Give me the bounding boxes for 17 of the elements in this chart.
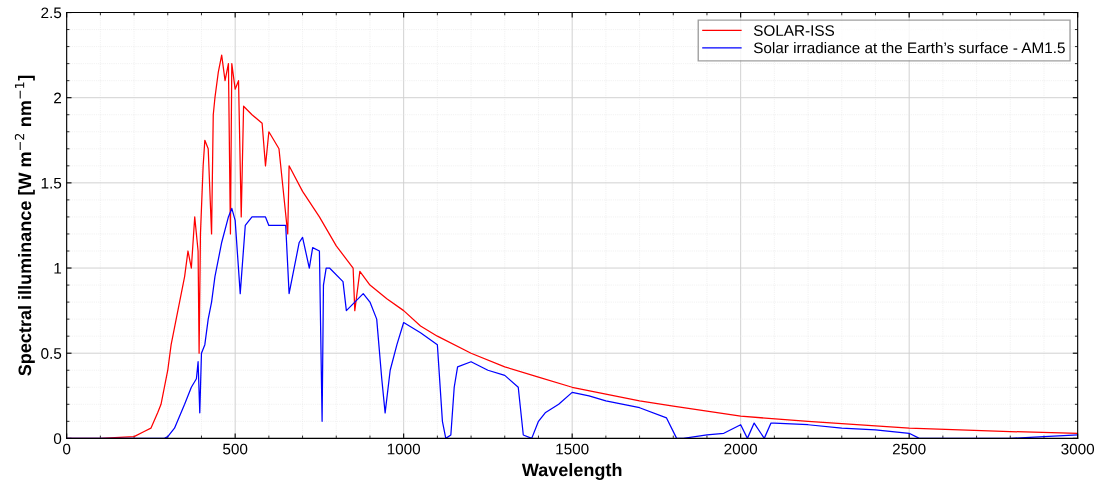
y-tick-label: 2 (54, 92, 62, 104)
y-tick-label: 0.5 (41, 348, 62, 359)
x-tick-label: 3000 (1061, 443, 1095, 455)
y-axis-title: Spectral illuminance [W m$^{−2}$ nm$^{−1}$] (14, 75, 35, 376)
x-tick-label: 0 (63, 443, 71, 455)
y-tick-label: 1.5 (41, 177, 62, 189)
y-tick-label: 1 (54, 263, 62, 274)
y-tick-label: 0 (53, 433, 62, 445)
y-tick-label: 2.5 (41, 7, 62, 19)
x-tick-label: 2000 (724, 443, 758, 455)
x-tick-label: 1000 (387, 443, 421, 455)
x-tick-label: 2500 (892, 443, 926, 455)
legend-label: Solar irradiance at the Earth’s surface - AM1.5 (753, 42, 1065, 54)
x-tick-label: 1500 (556, 443, 589, 455)
x-tick-label: 500 (223, 443, 248, 455)
x-axis-title: Wavelength (521, 463, 622, 480)
legend-label: SOLAR-ISS (753, 25, 835, 36)
